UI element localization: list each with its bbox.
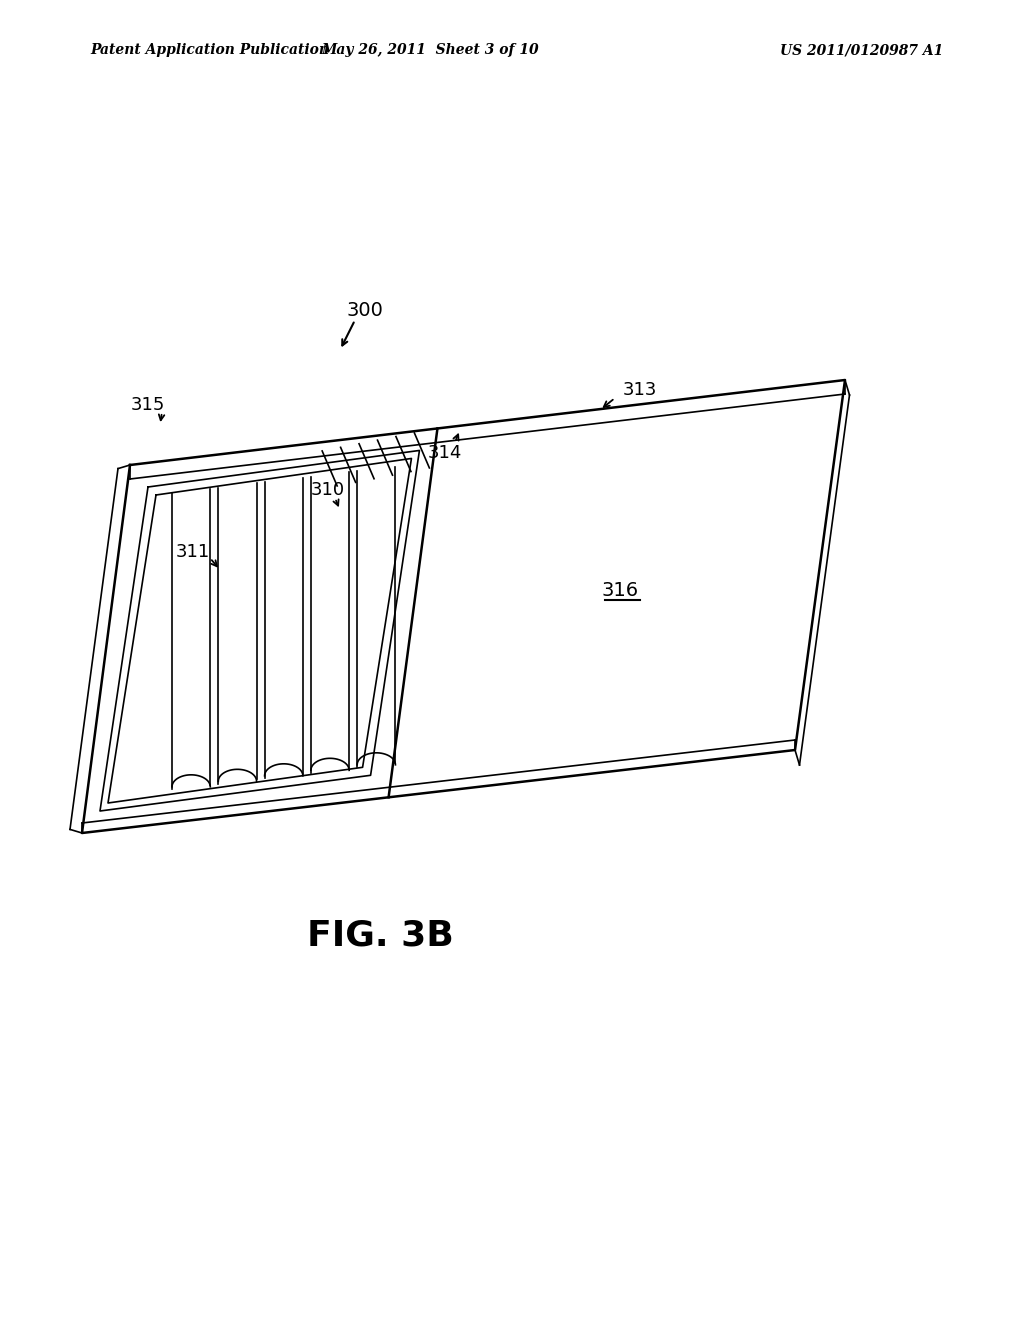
Text: 314: 314 (428, 444, 462, 462)
Text: 311: 311 (176, 543, 210, 561)
Text: 315: 315 (131, 396, 165, 414)
Text: FIG. 3B: FIG. 3B (306, 917, 454, 952)
Text: 313: 313 (623, 381, 657, 399)
Text: 310: 310 (311, 480, 345, 499)
Text: Patent Application Publication: Patent Application Publication (90, 44, 329, 57)
Text: 300: 300 (346, 301, 383, 319)
Text: May 26, 2011  Sheet 3 of 10: May 26, 2011 Sheet 3 of 10 (322, 44, 539, 57)
Text: US 2011/0120987 A1: US 2011/0120987 A1 (780, 44, 943, 57)
Text: 316: 316 (601, 581, 639, 599)
